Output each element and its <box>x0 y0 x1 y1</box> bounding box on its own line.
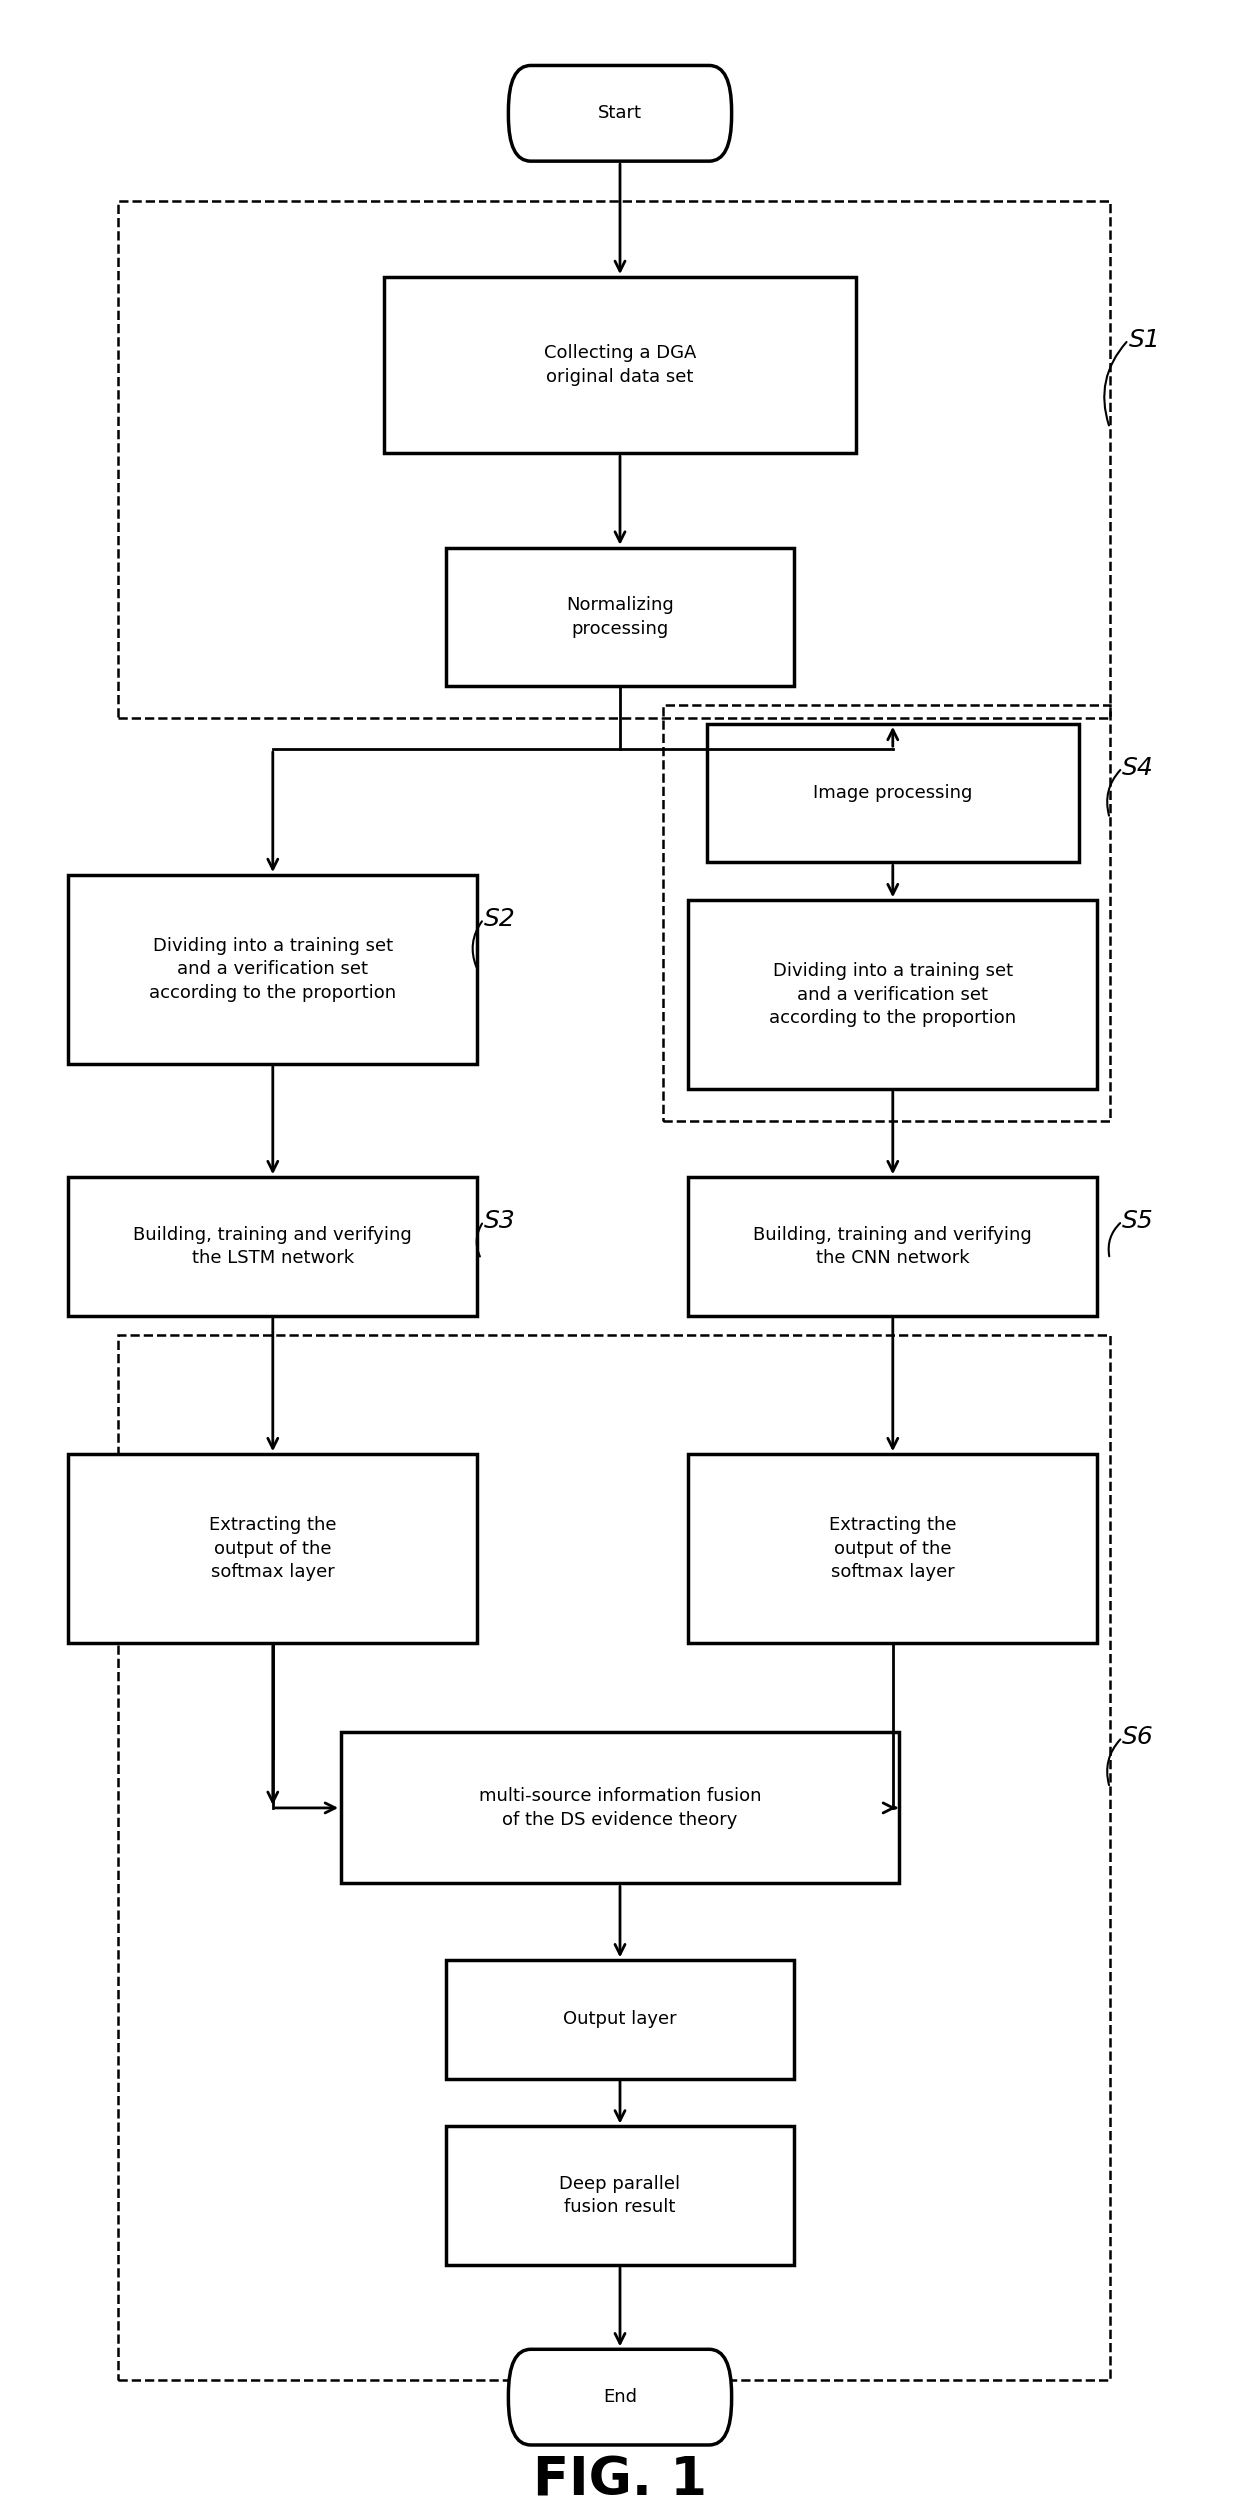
FancyBboxPatch shape <box>446 546 794 687</box>
Text: S2: S2 <box>484 906 516 932</box>
FancyBboxPatch shape <box>68 876 477 1063</box>
Text: Output layer: Output layer <box>563 2009 677 2030</box>
Text: Dividing into a training set
and a verification set
according to the proportion: Dividing into a training set and a verif… <box>149 937 397 1002</box>
FancyBboxPatch shape <box>446 1959 794 2080</box>
Text: multi-source information fusion
of the DS evidence theory: multi-source information fusion of the D… <box>479 1788 761 1828</box>
Text: Deep parallel
fusion result: Deep parallel fusion result <box>559 2176 681 2216</box>
FancyBboxPatch shape <box>688 1455 1097 1642</box>
Text: S6: S6 <box>1122 1725 1154 1750</box>
Bar <box>118 1335 1110 2380</box>
Text: FIG. 1: FIG. 1 <box>533 2455 707 2505</box>
Text: S5: S5 <box>1122 1209 1154 1234</box>
Text: Start: Start <box>598 103 642 123</box>
Text: Normalizing
processing: Normalizing processing <box>567 597 673 637</box>
Text: Building, training and verifying
the LSTM network: Building, training and verifying the LST… <box>134 1226 412 1267</box>
FancyBboxPatch shape <box>68 1455 477 1642</box>
FancyBboxPatch shape <box>341 1732 899 1883</box>
Text: Image processing: Image processing <box>813 783 972 803</box>
FancyBboxPatch shape <box>68 1178 477 1314</box>
Text: End: End <box>603 2387 637 2407</box>
Text: Dividing into a training set
and a verification set
according to the proportion: Dividing into a training set and a verif… <box>769 962 1017 1027</box>
Bar <box>663 705 1110 1121</box>
FancyBboxPatch shape <box>384 277 856 453</box>
FancyBboxPatch shape <box>508 65 732 161</box>
FancyBboxPatch shape <box>688 901 1097 1090</box>
Text: S3: S3 <box>484 1209 516 1234</box>
Text: S1: S1 <box>1128 327 1161 353</box>
FancyBboxPatch shape <box>688 1178 1097 1314</box>
FancyBboxPatch shape <box>446 2125 794 2266</box>
FancyBboxPatch shape <box>508 2349 732 2445</box>
Text: Collecting a DGA
original data set: Collecting a DGA original data set <box>544 345 696 385</box>
Text: Extracting the
output of the
softmax layer: Extracting the output of the softmax lay… <box>210 1516 336 1581</box>
Text: Extracting the
output of the
softmax layer: Extracting the output of the softmax lay… <box>830 1516 956 1581</box>
Text: Building, training and verifying
the CNN network: Building, training and verifying the CNN… <box>754 1226 1032 1267</box>
Text: S4: S4 <box>1122 755 1154 781</box>
FancyBboxPatch shape <box>707 725 1079 861</box>
Bar <box>118 201 1110 718</box>
